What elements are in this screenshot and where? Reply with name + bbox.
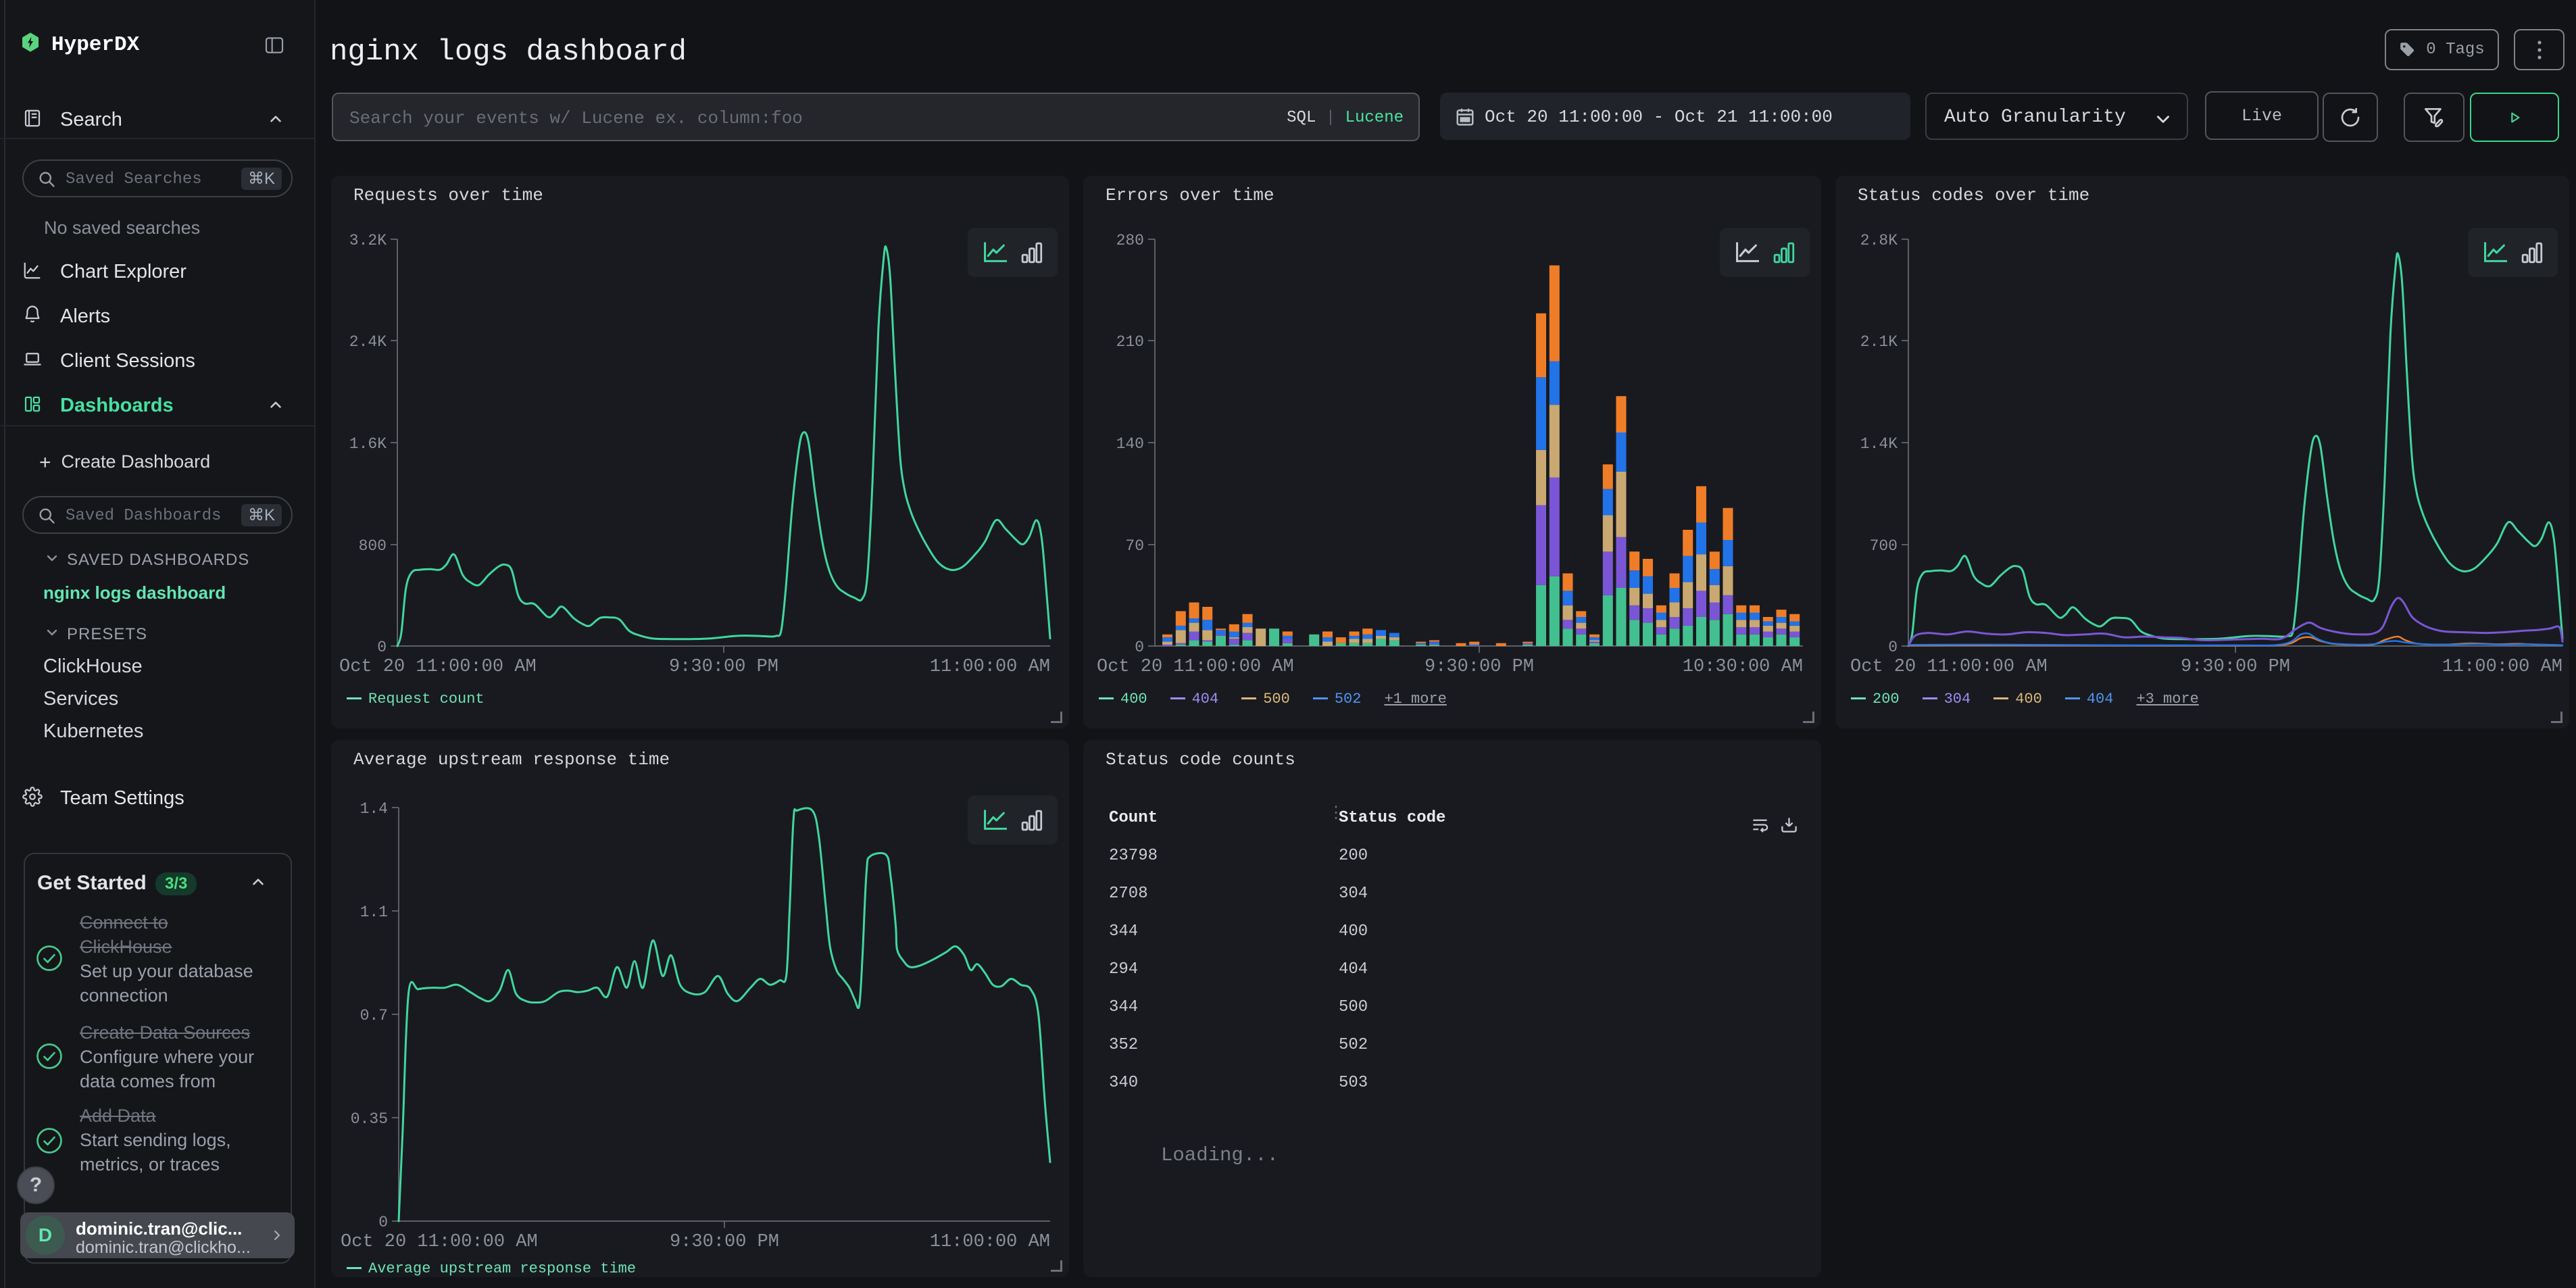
svg-text:3.2K: 3.2K [349,232,387,249]
svg-text:11:00:00 AM: 11:00:00 AM [2442,657,2562,677]
svg-text:700: 700 [1870,537,1898,555]
svg-text:0: 0 [378,1214,388,1231]
svg-text:11:00:00 AM: 11:00:00 AM [930,657,1050,677]
svg-text:9:30:00 PM: 9:30:00 PM [2181,657,2290,677]
svg-text:Oct 20 11:00:00 AM: Oct 20 11:00:00 AM [339,657,537,677]
svg-text:0.35: 0.35 [351,1110,388,1128]
svg-text:9:30:00 PM: 9:30:00 PM [1425,657,1534,677]
svg-text:280: 280 [1116,232,1144,249]
svg-text:10:30:00 AM: 10:30:00 AM [1683,657,1803,677]
svg-text:1.1: 1.1 [360,903,388,921]
svg-text:210: 210 [1116,333,1144,351]
svg-text:9:30:00 PM: 9:30:00 PM [669,657,778,677]
svg-text:1.4: 1.4 [360,800,388,818]
svg-text:0: 0 [1135,639,1144,656]
svg-text:2.4K: 2.4K [349,333,387,351]
svg-text:9:30:00 PM: 9:30:00 PM [670,1232,779,1252]
svg-text:11:00:00 AM: 11:00:00 AM [930,1232,1050,1252]
svg-text:70: 70 [1125,537,1144,555]
svg-text:800: 800 [359,537,387,555]
svg-text:140: 140 [1116,435,1144,453]
svg-text:Oct 20 11:00:00 AM: Oct 20 11:00:00 AM [1097,657,1294,677]
svg-text:Oct 20 11:00:00 AM: Oct 20 11:00:00 AM [1850,657,2048,677]
svg-text:0: 0 [1888,639,1898,656]
svg-text:1.4K: 1.4K [1860,435,1898,453]
svg-text:Oct 20 11:00:00 AM: Oct 20 11:00:00 AM [341,1232,538,1252]
svg-text:1.6K: 1.6K [349,435,387,453]
svg-text:0: 0 [377,639,387,656]
svg-text:2.1K: 2.1K [1860,333,1898,351]
svg-text:0.7: 0.7 [360,1007,388,1024]
svg-text:2.8K: 2.8K [1860,232,1898,249]
